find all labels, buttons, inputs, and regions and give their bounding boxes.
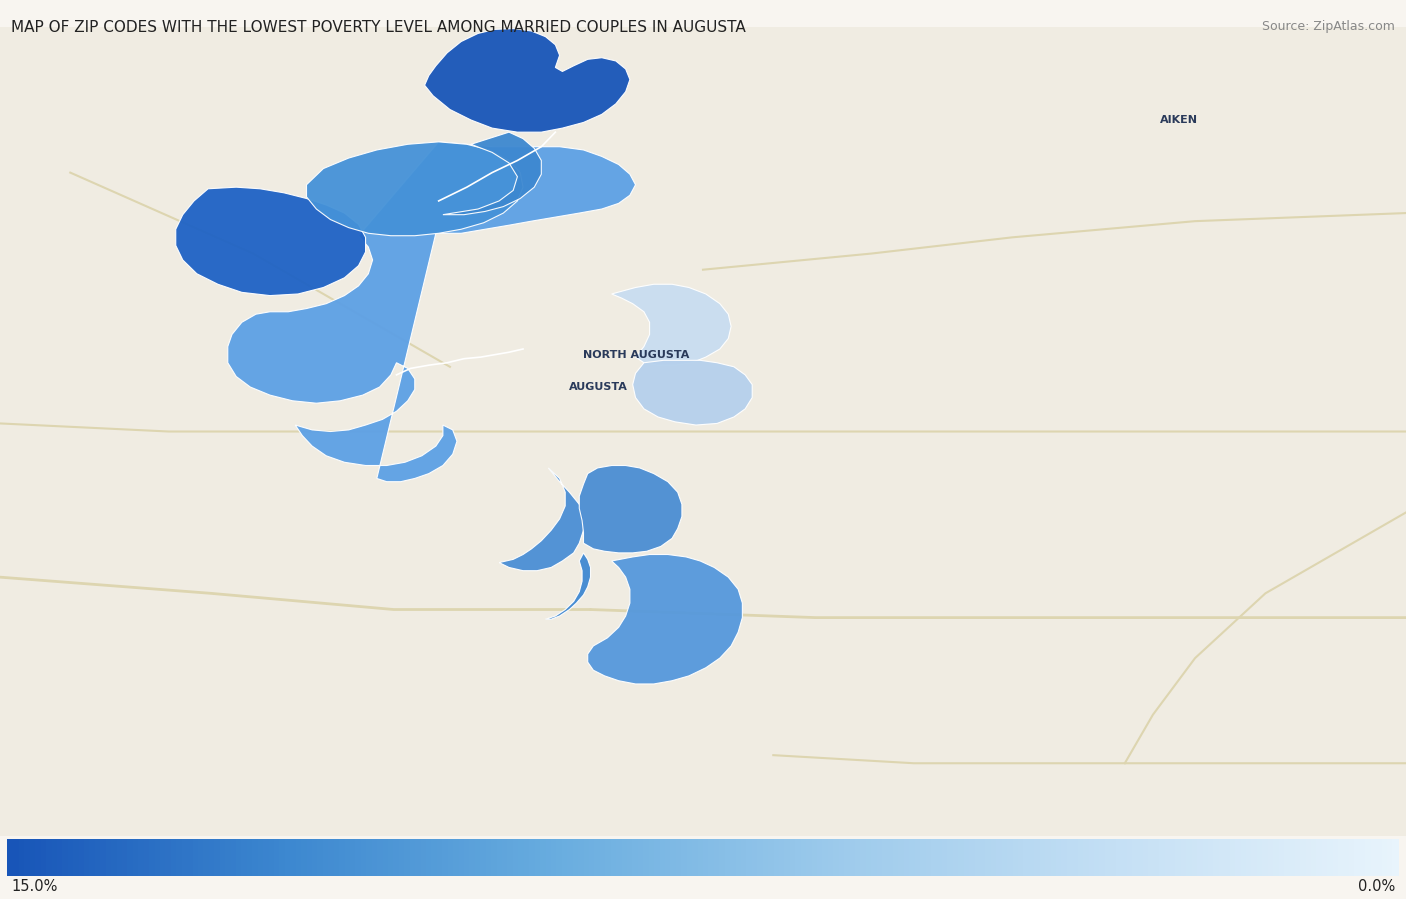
Polygon shape (579, 466, 682, 553)
Polygon shape (588, 555, 742, 684)
Text: AUGUSTA: AUGUSTA (569, 382, 628, 392)
Polygon shape (499, 468, 583, 571)
Text: 15.0%: 15.0% (11, 879, 58, 894)
Polygon shape (443, 132, 541, 215)
Polygon shape (546, 553, 591, 619)
Polygon shape (612, 284, 731, 365)
Polygon shape (228, 142, 636, 482)
Polygon shape (307, 142, 523, 236)
Text: 0.0%: 0.0% (1358, 879, 1395, 894)
Text: NORTH AUGUSTA: NORTH AUGUSTA (583, 350, 690, 360)
Text: Source: ZipAtlas.com: Source: ZipAtlas.com (1261, 20, 1395, 32)
Polygon shape (425, 29, 630, 132)
Text: AIKEN: AIKEN (1160, 115, 1198, 125)
Polygon shape (633, 360, 752, 425)
Polygon shape (176, 187, 366, 296)
Text: MAP OF ZIP CODES WITH THE LOWEST POVERTY LEVEL AMONG MARRIED COUPLES IN AUGUSTA: MAP OF ZIP CODES WITH THE LOWEST POVERTY… (11, 20, 747, 35)
